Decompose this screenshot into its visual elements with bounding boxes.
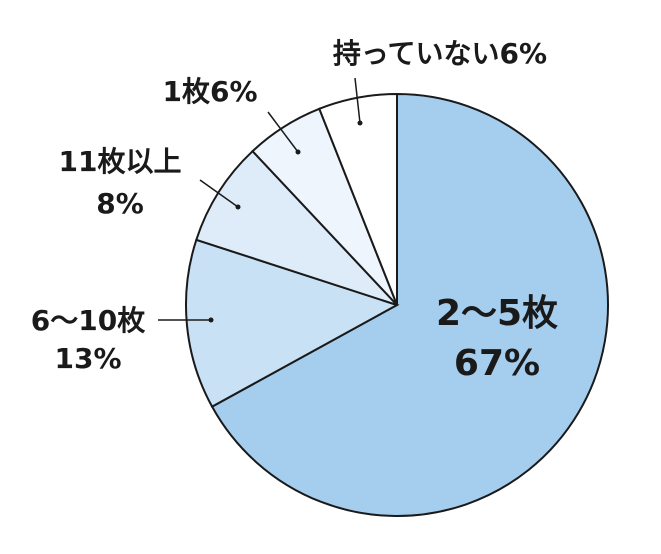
value-label: 8% — [96, 187, 144, 220]
value-label: 13% — [54, 342, 121, 375]
category-label: 持っていない — [333, 37, 500, 70]
leader-line — [199, 179, 239, 208]
leader-dot — [295, 149, 301, 155]
category-label: 6〜10枚 — [31, 304, 145, 337]
value-label: 67% — [454, 343, 540, 384]
leader-dot — [235, 204, 241, 210]
category-label: 2〜5枚 — [436, 293, 558, 334]
category-label: 11枚以上 — [59, 145, 182, 178]
slice-label: 1枚6% — [162, 75, 257, 108]
leader-line — [267, 111, 299, 153]
pie-slice — [195, 149, 398, 306]
value-label: 6% — [210, 75, 258, 108]
pie-slice — [210, 92, 609, 517]
pie-slice — [185, 238, 400, 409]
leader-dot — [357, 120, 363, 126]
value-label: 6% — [500, 37, 548, 70]
leader-dot — [208, 317, 214, 323]
leader-line — [354, 77, 361, 124]
slice-label: 持っていない6% — [333, 37, 547, 70]
category-label: 1枚 — [162, 75, 209, 108]
